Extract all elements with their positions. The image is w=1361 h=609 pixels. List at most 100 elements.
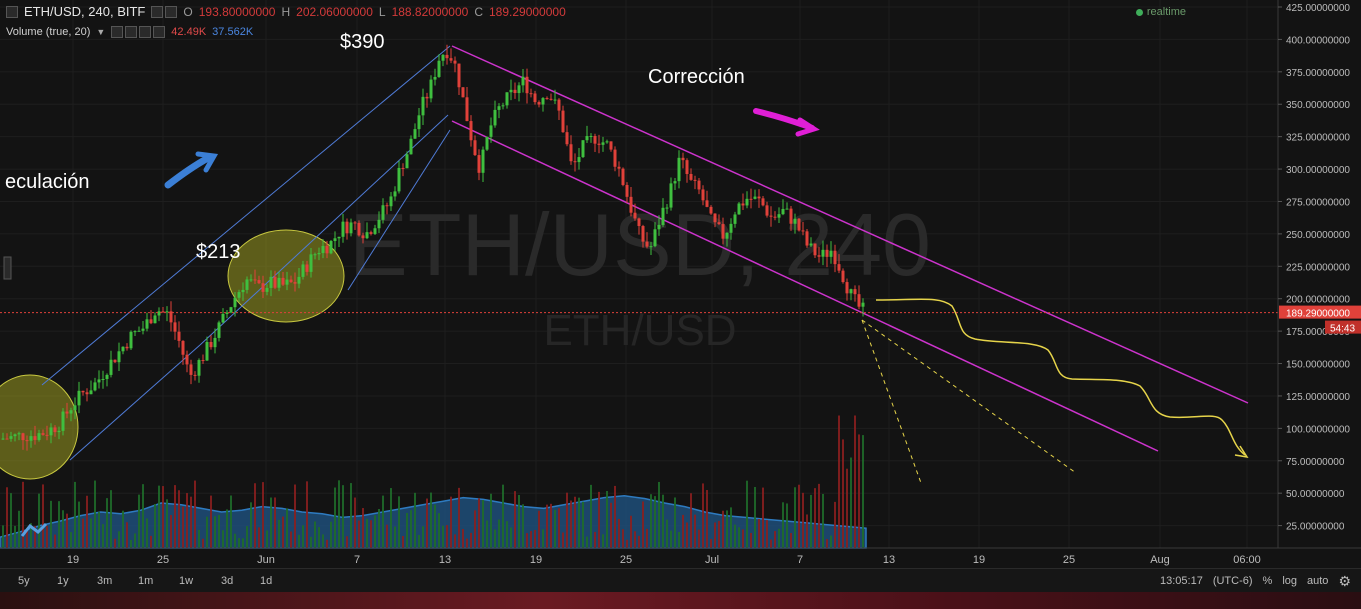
volume-label[interactable]: Volume (true, 20)	[6, 26, 91, 38]
gear-icon[interactable]: ⚙	[1338, 572, 1351, 589]
candle	[797, 218, 801, 232]
timeframe-3d[interactable]: 3d	[221, 575, 234, 587]
volume-bar	[354, 497, 356, 548]
candle	[557, 98, 561, 121]
volume-bar	[322, 534, 324, 548]
volume-bar	[634, 531, 636, 548]
settings-small-icon[interactable]	[165, 5, 178, 18]
annotation-price-390: $390	[340, 31, 385, 53]
volume-bar	[134, 533, 136, 548]
candle	[857, 285, 861, 310]
volume-bar	[174, 485, 176, 548]
candle	[277, 271, 281, 292]
volume-bar	[606, 491, 608, 548]
candle	[469, 115, 473, 147]
volume-bar	[790, 533, 792, 548]
volume-bar	[698, 529, 700, 548]
timeframe-1w[interactable]: 1w	[179, 575, 194, 587]
candle	[437, 54, 441, 78]
candle	[473, 135, 477, 157]
volume-bar	[66, 513, 68, 548]
candle	[861, 298, 865, 317]
timeframe-1y[interactable]: 1y	[57, 575, 69, 587]
price-tick-label: 325.00000000	[1286, 133, 1350, 144]
volume-bar	[806, 514, 808, 548]
visibility-icon[interactable]	[151, 5, 164, 18]
volume-bar	[798, 484, 800, 548]
collapse-icon[interactable]	[6, 5, 18, 18]
time-tick-label: Jun	[257, 554, 275, 566]
candle	[681, 152, 685, 169]
candle	[233, 292, 237, 317]
volume-bar	[202, 538, 204, 548]
log-toggle[interactable]: log	[1282, 575, 1298, 587]
time-tick-label: 25	[1063, 554, 1075, 566]
candle	[605, 139, 609, 144]
channel-lower-line	[451, 120, 1159, 452]
candle	[13, 433, 17, 442]
volume-bar	[742, 529, 744, 548]
candle	[281, 272, 285, 286]
candle	[49, 423, 53, 444]
price-chart[interactable]: ETH/USD, 240 ETH/USD 425.00000000 400.000…	[0, 0, 1361, 568]
volume-bar	[846, 468, 848, 548]
volume-bar	[678, 531, 680, 548]
volume-bar	[622, 529, 624, 548]
candle	[169, 301, 173, 332]
volume-bar	[490, 493, 492, 548]
volume-bar	[234, 533, 236, 548]
candle	[649, 241, 653, 255]
visibility-icon[interactable]	[111, 26, 124, 38]
candle	[629, 187, 633, 217]
candle	[361, 232, 365, 244]
scroll-handle[interactable]	[3, 256, 12, 280]
volume-bar	[258, 527, 260, 548]
volume-bar	[210, 495, 212, 548]
percent-toggle[interactable]: %	[1262, 575, 1273, 587]
volume-bar	[306, 481, 308, 548]
price-tick-label: 125.00000000	[1286, 392, 1350, 403]
current-price-badge	[1279, 305, 1361, 319]
price-tick-label: 175.00000000	[1286, 327, 1350, 338]
candle	[417, 108, 421, 138]
candle	[201, 354, 205, 364]
auto-toggle[interactable]: auto	[1307, 575, 1329, 587]
candle	[29, 430, 33, 448]
settings-small-icon[interactable]	[139, 26, 152, 38]
candle	[697, 177, 701, 195]
channel-upper-line	[451, 45, 1249, 404]
close-icon[interactable]	[153, 26, 166, 38]
candle	[545, 96, 549, 100]
volume-bar	[566, 492, 568, 548]
candle	[105, 373, 109, 387]
candle	[129, 330, 133, 350]
volume-bar	[654, 496, 656, 548]
volume-bar	[186, 493, 188, 548]
timeframe-1d[interactable]: 1d	[260, 575, 273, 587]
volume-bar	[550, 503, 552, 548]
timezone[interactable]: (UTC-6)	[1212, 575, 1253, 587]
volume-bar	[90, 518, 92, 548]
timeframe-3m[interactable]: 3m	[97, 575, 113, 587]
volume-bar	[110, 490, 112, 548]
settings-small-icon[interactable]	[125, 26, 138, 38]
candle	[21, 432, 25, 450]
symbol-title[interactable]: ETH/USD, 240, BITF	[24, 4, 146, 19]
volume-bar	[582, 501, 584, 548]
timeframe-1m[interactable]: 1m	[138, 575, 154, 587]
candle	[689, 168, 693, 181]
volume-bar	[310, 536, 312, 548]
candle	[505, 92, 509, 109]
volume-bar	[102, 524, 104, 548]
volume-bar	[206, 516, 208, 548]
chevron-down-icon[interactable]: ▼	[96, 27, 106, 37]
volume-bar	[610, 502, 612, 548]
candle	[41, 429, 45, 436]
timeframe-5y[interactable]: 5y	[18, 575, 30, 587]
candle	[177, 321, 181, 348]
volume-bar	[590, 484, 592, 548]
candle	[205, 336, 209, 361]
volume-bar	[82, 518, 84, 548]
candle	[293, 272, 297, 292]
annotation-price-213: $213	[196, 241, 241, 263]
